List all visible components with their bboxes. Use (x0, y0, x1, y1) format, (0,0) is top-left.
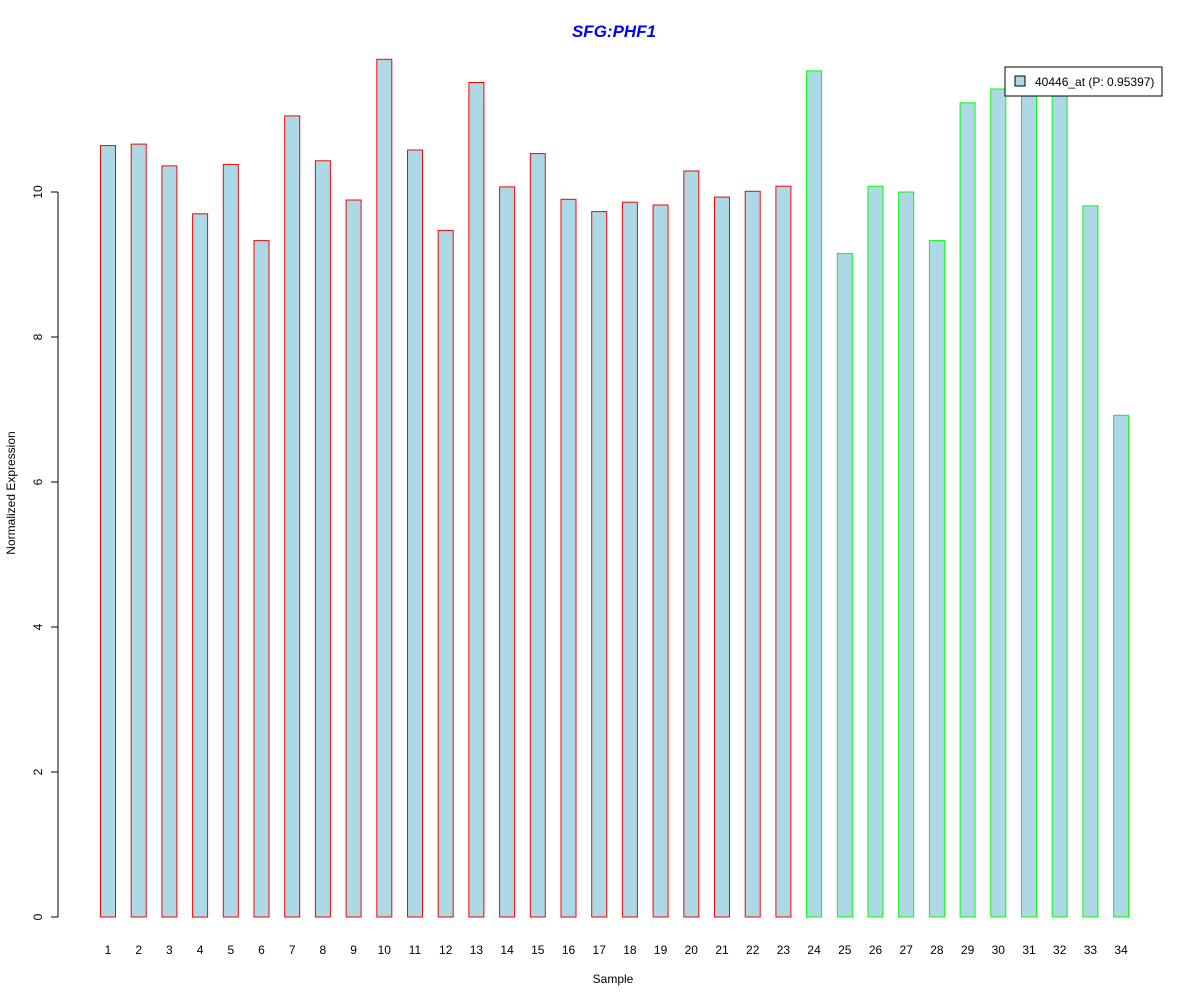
x-tick-label: 11 (409, 943, 422, 957)
x-tick-label: 10 (378, 943, 392, 957)
x-axis-label: Sample (593, 972, 634, 986)
x-tick-label: 14 (500, 943, 514, 957)
x-tick-label: 33 (1084, 943, 1098, 957)
bar-sample-23 (775, 185, 792, 918)
legend-label: 40446_at (P: 0.95397) (1035, 75, 1154, 89)
bar-sample-12 (437, 229, 454, 918)
legend-box (1004, 66, 1163, 97)
bar-sample-17 (591, 211, 608, 918)
chart-title: SFG:PHF1 (572, 22, 656, 41)
y-tick-label: 10 (31, 185, 45, 199)
bar-sample-8 (314, 160, 331, 918)
bar-sample-3 (161, 165, 178, 918)
x-tick-label: 29 (961, 943, 975, 957)
x-tick-label: 26 (869, 943, 883, 957)
bar-sample-7 (284, 115, 301, 918)
x-tick-label: 17 (593, 943, 607, 957)
bar-sample-14 (499, 186, 516, 918)
x-tick-label: 31 (1022, 943, 1036, 957)
bar-sample-29 (959, 102, 976, 918)
x-tick-label: 22 (746, 943, 760, 957)
bar-sample-19 (652, 204, 669, 918)
bar-sample-31 (1021, 90, 1037, 918)
bar-sample-28 (928, 240, 945, 918)
x-tick-label: 20 (685, 943, 699, 957)
bar-sample-33 (1082, 205, 1099, 918)
bar-sample-11 (407, 149, 423, 918)
y-tick-label: 0 (31, 913, 45, 920)
x-tick-label: 6 (258, 943, 265, 957)
x-tick-label: 28 (930, 943, 944, 957)
y-tick-label: 6 (31, 478, 45, 485)
y-tick-label: 8 (31, 333, 45, 340)
x-tick-label: 3 (166, 943, 173, 957)
bar-sample-24 (806, 70, 823, 918)
bar-sample-15 (529, 153, 546, 918)
bar-sample-32 (1051, 90, 1068, 918)
bar-sample-6 (253, 240, 270, 918)
x-tick-label: 5 (227, 943, 234, 957)
x-tick-labels: 1 2 3 4 5 6 7 8 9 10 11 12 13 14 15 16 17 18 19 20 21 22 23 24 2… (105, 943, 1128, 957)
x-tick-label: 25 (838, 943, 852, 957)
bar-sample-30 (990, 88, 1007, 918)
bar-sample-9 (345, 199, 362, 918)
x-tick-label: 13 (470, 943, 484, 957)
x-tick-label: 32 (1053, 943, 1067, 957)
x-tick-label: 27 (900, 943, 914, 957)
bar-sample-5 (222, 163, 239, 918)
x-tick-label: 34 (1114, 943, 1128, 957)
x-tick-label: 15 (531, 943, 545, 957)
y-tick-label: 4 (31, 623, 45, 630)
x-tick-label: 8 (320, 943, 327, 957)
y-axis-label: Normalized Expression (4, 431, 18, 554)
x-tick-label: 24 (807, 943, 821, 957)
bar-sample-2 (130, 143, 147, 918)
x-tick-label: 12 (439, 943, 453, 957)
x-tick-label: 18 (623, 943, 637, 957)
legend-swatch (1014, 75, 1026, 87)
x-tick-label: 30 (992, 943, 1006, 957)
bar-sample-25 (836, 253, 853, 918)
bar-sample-13 (468, 82, 485, 918)
y-axis: 0 2 4 6 8 10 (31, 185, 59, 920)
bars-group (100, 58, 1130, 918)
x-tick-label: 7 (289, 943, 296, 957)
x-tick-label: 1 (105, 943, 112, 957)
legend: 40446_at (P: 0.95397) (1004, 66, 1163, 97)
bar-sample-34 (1113, 414, 1130, 918)
bar-sample-21 (714, 196, 730, 918)
x-tick-label: 21 (715, 943, 729, 957)
x-tick-label: 23 (777, 943, 791, 957)
bar-sample-16 (560, 198, 577, 918)
bar-sample-26 (867, 185, 884, 918)
bar-sample-22 (744, 190, 761, 918)
x-tick-label: 2 (135, 943, 142, 957)
x-tick-label: 9 (350, 943, 357, 957)
bar-sample-20 (683, 170, 700, 918)
x-tick-label: 4 (197, 943, 204, 957)
y-tick-label: 2 (31, 768, 45, 775)
bar-sample-1 (100, 145, 116, 918)
x-tick-label: 16 (562, 943, 576, 957)
bar-sample-10 (376, 58, 393, 918)
x-tick-label: 19 (654, 943, 668, 957)
bar-sample-18 (621, 201, 638, 918)
bar-sample-27 (898, 191, 915, 918)
bar-sample-4 (192, 213, 209, 918)
